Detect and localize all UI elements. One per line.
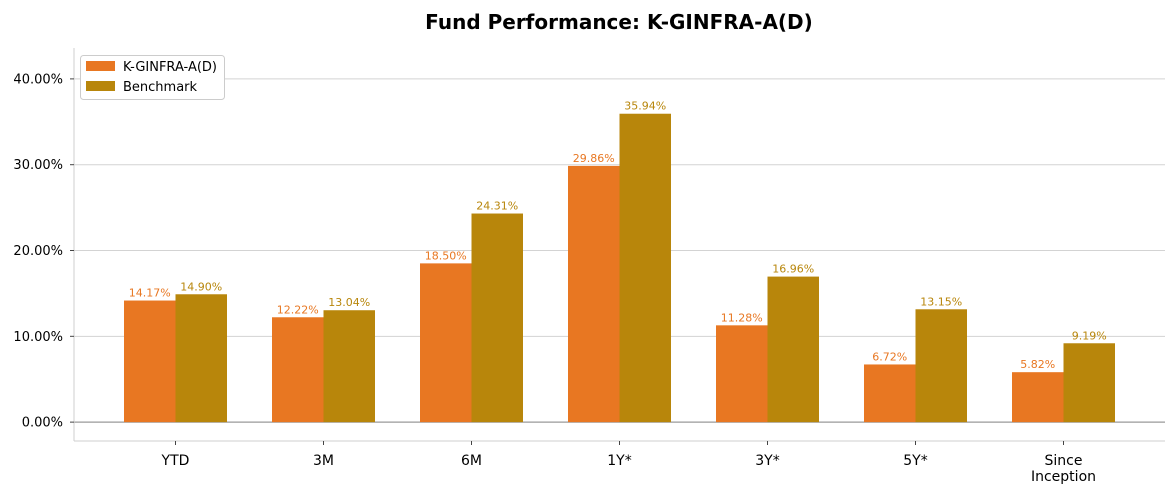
bar bbox=[471, 213, 523, 423]
x-tick-label: 6M bbox=[461, 453, 482, 469]
data-label: 16.96% bbox=[772, 263, 814, 276]
bars-layer bbox=[124, 113, 1115, 423]
bar bbox=[420, 263, 472, 423]
bar bbox=[619, 113, 671, 423]
bar bbox=[175, 294, 227, 423]
bar bbox=[767, 276, 819, 423]
bar bbox=[915, 309, 967, 423]
bar bbox=[568, 165, 620, 423]
chart-title: Fund Performance: K-GINFRA-A(D) bbox=[425, 10, 813, 34]
legend-swatch bbox=[86, 61, 115, 71]
x-tick-label: Since Inception bbox=[1031, 453, 1096, 485]
legend-swatch bbox=[86, 81, 115, 91]
x-tick-labels: YTD 3M 6M 1Y* 3Y* 5Y* Since Inception bbox=[161, 441, 1096, 485]
data-label: 13.04% bbox=[328, 296, 370, 309]
bar bbox=[716, 325, 768, 423]
data-labels-layer: 14.17% 14.90% 12.22% 13.04% 18.50% 24.31% 29.8… bbox=[129, 100, 1107, 371]
data-label: 12.22% bbox=[277, 303, 319, 316]
data-label: 9.19% bbox=[1072, 329, 1107, 342]
data-label: 11.28% bbox=[721, 311, 763, 324]
legend: K-GINFRA-A(D) Benchmark bbox=[80, 55, 225, 100]
x-tick-label: 5Y* bbox=[903, 453, 927, 469]
x-tick-label: 1Y* bbox=[607, 453, 631, 469]
bar bbox=[864, 364, 916, 423]
legend-label: Benchmark bbox=[123, 80, 198, 95]
data-label: 35.94% bbox=[624, 100, 666, 113]
data-label: 6.72% bbox=[872, 350, 907, 363]
bar bbox=[323, 310, 375, 423]
x-tick-label: YTD bbox=[161, 453, 190, 469]
y-tick-label: 20.00% bbox=[13, 244, 63, 259]
bar bbox=[124, 300, 176, 423]
y-tick-label: 40.00% bbox=[13, 72, 63, 87]
data-label: 18.50% bbox=[425, 249, 467, 262]
bar bbox=[272, 317, 324, 423]
data-label: 14.17% bbox=[129, 287, 171, 300]
y-tick-labels: 0.00% 10.00% 20.00% 30.00% 40.00% bbox=[13, 72, 74, 431]
y-tick-label: 10.00% bbox=[13, 330, 63, 345]
legend-label: K-GINFRA-A(D) bbox=[123, 60, 217, 75]
x-tick-label: 3M bbox=[313, 453, 334, 469]
data-label: 24.31% bbox=[476, 200, 518, 213]
data-label: 5.82% bbox=[1020, 358, 1055, 371]
legend-box bbox=[80, 55, 225, 100]
x-tick-label: 3Y* bbox=[755, 453, 779, 469]
bar bbox=[1012, 372, 1064, 423]
data-label: 13.15% bbox=[920, 295, 962, 308]
bar bbox=[1063, 343, 1115, 423]
data-label: 14.90% bbox=[180, 280, 222, 293]
y-tick-label: 0.00% bbox=[22, 416, 63, 431]
y-tick-label: 30.00% bbox=[13, 158, 63, 173]
data-label: 29.86% bbox=[573, 152, 615, 165]
